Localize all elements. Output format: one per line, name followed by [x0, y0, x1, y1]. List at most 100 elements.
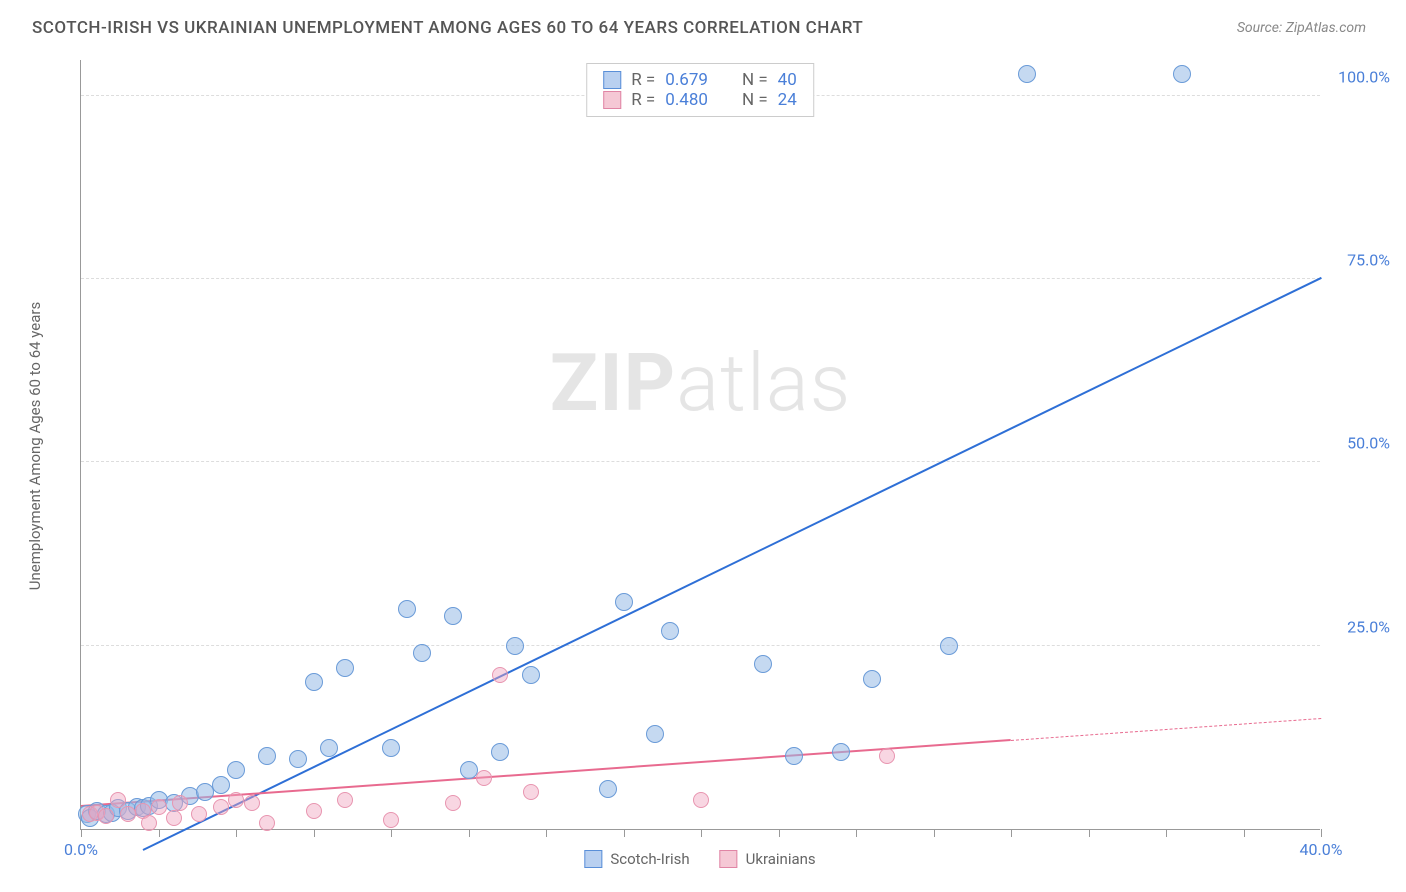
data-point [305, 673, 323, 691]
data-point [244, 795, 260, 811]
x-tick [81, 829, 82, 837]
stat-r-label: R = [631, 70, 655, 90]
legend-swatch [584, 850, 602, 868]
data-point [754, 655, 772, 673]
data-point [940, 637, 958, 655]
data-point [336, 659, 354, 677]
x-tick [236, 829, 237, 837]
data-point [289, 750, 307, 768]
data-point [693, 792, 709, 808]
data-point [646, 725, 664, 743]
data-point [320, 739, 338, 757]
legend-label: Scotch-Irish [610, 850, 689, 868]
data-point [120, 806, 136, 822]
x-tick [314, 829, 315, 837]
gridline [81, 645, 1320, 646]
data-point [213, 799, 229, 815]
data-point [661, 622, 679, 640]
stats-row: R = 0.679 N = 40 [603, 70, 797, 90]
gridline [81, 461, 1320, 462]
y-tick-label: 100.0% [1338, 67, 1390, 86]
data-point [444, 607, 462, 625]
stat-r-value: 0.480 [665, 90, 708, 110]
stat-swatch [603, 91, 621, 109]
data-point [306, 803, 322, 819]
trend-line [81, 739, 1011, 807]
data-point [382, 739, 400, 757]
x-tick [1011, 829, 1012, 837]
x-tick [624, 829, 625, 837]
data-point [227, 761, 245, 779]
data-point [879, 748, 895, 764]
y-tick-label: 50.0% [1347, 434, 1390, 453]
stats-box: R = 0.679 N = 40 R = 0.480 N = 24 [586, 63, 814, 117]
stat-n-value: 24 [778, 90, 797, 110]
data-point [476, 770, 492, 786]
data-point [141, 815, 157, 831]
data-point [383, 812, 399, 828]
data-point [172, 795, 188, 811]
x-tick [856, 829, 857, 837]
x-tick [1089, 829, 1090, 837]
y-tick-label: 25.0% [1347, 617, 1390, 636]
trend-line [1011, 718, 1321, 741]
legend: Scotch-Irish Ukrainians [584, 850, 815, 868]
stat-n-label: N = [742, 90, 768, 110]
data-point [1173, 65, 1191, 83]
data-point [785, 747, 803, 765]
trend-line [143, 277, 1322, 851]
data-point [1018, 65, 1036, 83]
stats-row: R = 0.480 N = 24 [603, 90, 797, 110]
data-point [492, 667, 508, 683]
x-tick [546, 829, 547, 837]
x-tick [1166, 829, 1167, 837]
data-point [413, 644, 431, 662]
plot-region: ZIPatlas 25.0%50.0%75.0%100.0%0.0%40.0% [80, 60, 1320, 830]
data-point [259, 815, 275, 831]
stat-n-value: 40 [778, 70, 797, 90]
data-point [151, 799, 167, 815]
x-tick [1321, 829, 1322, 837]
legend-label: Ukrainians [746, 850, 816, 868]
x-tick [159, 829, 160, 837]
stat-n-label: N = [742, 70, 768, 90]
data-point [258, 747, 276, 765]
x-tick [934, 829, 935, 837]
chart-title: SCOTCH-IRISH VS UKRAINIAN UNEMPLOYMENT A… [32, 18, 863, 38]
x-tick [701, 829, 702, 837]
data-point [599, 780, 617, 798]
data-point [212, 776, 230, 794]
source-label: Source: ZipAtlas.com [1237, 20, 1366, 36]
data-point [832, 743, 850, 761]
data-point [460, 761, 478, 779]
x-tick [1244, 829, 1245, 837]
data-point [506, 637, 524, 655]
chart-plot-area: ZIPatlas 25.0%50.0%75.0%100.0%0.0%40.0% … [80, 60, 1320, 830]
data-point [337, 792, 353, 808]
x-tick [779, 829, 780, 837]
data-point [491, 743, 509, 761]
data-point [191, 806, 207, 822]
data-point [523, 784, 539, 800]
data-point [615, 593, 633, 611]
data-point [228, 792, 244, 808]
data-point [863, 670, 881, 688]
data-point [445, 795, 461, 811]
legend-item: Ukrainians [720, 850, 816, 868]
y-tick-label: 75.0% [1347, 251, 1390, 270]
x-tick [391, 829, 392, 837]
legend-item: Scotch-Irish [584, 850, 689, 868]
data-point [110, 792, 126, 808]
x-tick-label: 0.0% [64, 840, 98, 859]
stat-r-label: R = [631, 90, 655, 110]
legend-swatch [720, 850, 738, 868]
data-point [98, 808, 114, 824]
gridline [81, 278, 1320, 279]
stat-r-value: 0.679 [665, 70, 708, 90]
stat-swatch [603, 71, 621, 89]
y-axis-label: Unemployment Among Ages 60 to 64 years [26, 302, 44, 590]
watermark: ZIPatlas [550, 336, 852, 430]
data-point [166, 810, 182, 826]
data-point [398, 600, 416, 618]
x-tick-label: 40.0% [1300, 840, 1343, 859]
